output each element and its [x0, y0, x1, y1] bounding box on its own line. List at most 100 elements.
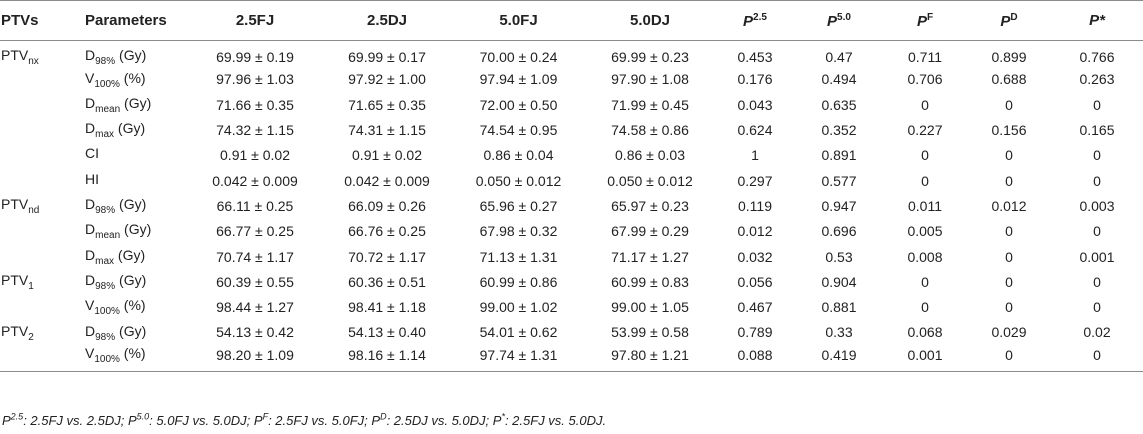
cell-p-d: 0.688 [991, 71, 1027, 88]
cell-p-5-0: 0.419 [795, 345, 883, 372]
header-2-5fj: 2.5FJ [188, 0, 322, 41]
header-p-5-0-sup: 5.0 [837, 11, 851, 23]
footnote-p-2-5-base: P [2, 413, 11, 429]
parameter-cell: D98% (Gy) [81, 41, 188, 67]
cell-2-5fj: 70.74 ± 1.17 [216, 248, 294, 265]
cell-p-star: 0 [1093, 172, 1101, 189]
cell-p-f: 0.011 [908, 197, 942, 214]
ptv-cell [0, 345, 81, 372]
cell-p-star: 0.165 [1079, 122, 1115, 139]
table-row: CI 0.91 ± 0.02 0.91 ± 0.02 0.86 ± 0.04 0.86 … [0, 143, 1143, 168]
parameter-subscript: 100% [94, 78, 120, 90]
parameter-cell: D98% (Gy) [81, 193, 188, 218]
cell-5-0dj: 74.58 ± 0.86 [611, 122, 689, 139]
cell-5-0fj: 60.99 ± 0.86 [479, 273, 558, 290]
cell-5-0fj: 74.54 ± 0.95 [479, 122, 558, 139]
cell-p-5-0: 0.891 [821, 147, 857, 164]
header-5-0dj: 5.0DJ [585, 0, 715, 41]
table-row: Dmax (Gy) 74.32 ± 1.15 74.31 ± 1.15 74.54 ±… [0, 117, 1143, 142]
cell-p-f: 0 [921, 147, 929, 164]
cell-p-f: 0 [921, 299, 929, 316]
cell-2-5fj: 0.91 ± 0.02 [220, 147, 290, 164]
footnote-p-f-base: P [253, 413, 263, 429]
parameter-label: D [85, 322, 96, 339]
header-p-d-base: P [1000, 12, 1011, 30]
footnote-p-5-0-base: P [127, 413, 137, 429]
header-p-2-5-base: P [743, 12, 754, 30]
header-p-star: P* [1051, 0, 1143, 41]
parameter-unit: (%) [119, 69, 146, 86]
header-p-star-label: P* [1089, 12, 1105, 29]
parameter-cell: Dmax (Gy) [81, 117, 188, 142]
cell-2-5fj: 97.96 ± 1.03 [216, 71, 294, 88]
cell-2-5fj: 54.13 ± 0.42 [216, 324, 294, 341]
table-row: V100% (%) 97.96 ± 1.03 97.92 ± 1.00 97.94 ±… [0, 67, 1143, 92]
cell-p-2-5: 0.789 [737, 324, 773, 341]
cell-2-5dj: 0.91 ± 0.02 [352, 147, 422, 164]
cell-p-2-5: 0.119 [738, 197, 772, 214]
cell-5-0fj: 54.01 ± 0.62 [479, 324, 558, 341]
cell-p-2-5: 1 [751, 147, 759, 164]
cell-p-2-5: 0.624 [737, 122, 773, 139]
cell-p-2-5: 0.297 [737, 172, 773, 189]
cell-p-5-0: 0.947 [821, 197, 857, 214]
cell-5-0fj: 71.13 ± 1.31 [479, 248, 558, 265]
header-p-5-0-base: P [827, 12, 838, 30]
cell-p-star: 0.001 [1079, 248, 1115, 265]
header-p-d-sup: D [1010, 11, 1018, 23]
cell-2-5dj: 70.72 ± 1.17 [348, 248, 426, 265]
cell-5-0fj: 97.94 ± 1.09 [479, 71, 558, 88]
ptv-cell: PTV1 [0, 269, 81, 294]
cell-p-5-0: 0.33 [825, 324, 853, 341]
parameter-label: V [85, 69, 95, 86]
cell-2-5fj: 69.99 ± 0.19 [216, 48, 294, 65]
header-p-5-0: P5.0 [795, 0, 883, 41]
cell-2-5dj: 60.36 ± 0.51 [348, 273, 426, 290]
parameter-subscript: max [95, 128, 115, 140]
cell-5-0fj: 0.86 ± 0.04 [483, 147, 554, 164]
footnote-p-star-text: : 2.5FJ vs. 5.0DJ. [504, 413, 607, 429]
parameter-unit: (Gy) [120, 94, 152, 111]
parameter-unit: (%) [119, 297, 146, 314]
parameter-subscript: mean [95, 230, 121, 242]
parameter-subscript: 98% [95, 280, 116, 292]
cell-5-0dj: 60.99 ± 0.83 [611, 273, 689, 290]
parameter-cell: D98% (Gy) [81, 269, 188, 294]
cell-2-5fj: 0.042 ± 0.009 [212, 172, 298, 189]
parameter-unit: (Gy) [115, 271, 147, 288]
cell-p-2-5: 0.176 [737, 71, 773, 88]
table-row: HI 0.042 ± 0.009 0.042 ± 0.009 0.050 ± 0.01… [0, 168, 1143, 193]
cell-2-5fj: 98.44 ± 1.27 [216, 299, 294, 316]
footnote-p-f: PF: 2.5FJ vs. 5.0FJ; [253, 412, 371, 429]
cell-p-2-5: 0.032 [737, 248, 773, 265]
footnote-p-d-text: : 2.5DJ vs. 5.0DJ; [386, 413, 493, 429]
table-row: Dmean (Gy) 71.66 ± 0.35 71.65 ± 0.35 72.00 … [0, 92, 1143, 117]
cell-p-star: 0.02 [1083, 324, 1111, 341]
cell-2-5dj: 98.16 ± 1.14 [322, 345, 452, 372]
table-row: PTV1 D98% (Gy) 60.39 ± 0.55 60.36 ± 0.51 60.… [0, 269, 1143, 294]
cell-p-star: 0 [1093, 223, 1101, 240]
parameter-label: D [85, 196, 96, 213]
cell-5-0fj: 99.00 ± 1.02 [479, 299, 558, 316]
cell-p-f: 0.227 [907, 122, 943, 139]
cell-2-5dj: 66.09 ± 0.26 [348, 197, 426, 214]
cell-p-d: 0.156 [991, 122, 1027, 139]
cell-p-d: 0 [1005, 172, 1013, 189]
cell-5-0fj: 0.050 ± 0.012 [475, 172, 562, 189]
table-row: Dmean (Gy) 66.77 ± 0.25 66.76 ± 0.25 67.98 … [0, 219, 1143, 244]
parameter-unit: (Gy) [115, 196, 147, 213]
cell-5-0dj: 67.99 ± 0.29 [611, 223, 689, 240]
footnote-p-2-5-text: : 2.5FJ vs. 2.5DJ; [23, 413, 128, 429]
parameter-label: D [85, 246, 96, 263]
cell-5-0dj: 97.80 ± 1.21 [585, 345, 715, 372]
cell-p-d: 0 [1005, 147, 1013, 164]
cell-p-5-0: 0.635 [821, 96, 857, 113]
parameter-unit: (Gy) [114, 246, 146, 263]
cell-2-5dj: 54.13 ± 0.40 [348, 324, 426, 341]
table-row: V100% (%) 98.20 ± 1.09 98.16 ± 1.14 97.74 ±… [0, 345, 1143, 372]
cell-p-5-0: 0.577 [821, 172, 857, 189]
cell-p-5-0: 0.494 [821, 71, 857, 88]
cell-2-5fj: 74.32 ± 1.15 [216, 122, 294, 139]
ptv-cell [0, 294, 81, 319]
parameter-cell: Dmean (Gy) [81, 92, 188, 117]
